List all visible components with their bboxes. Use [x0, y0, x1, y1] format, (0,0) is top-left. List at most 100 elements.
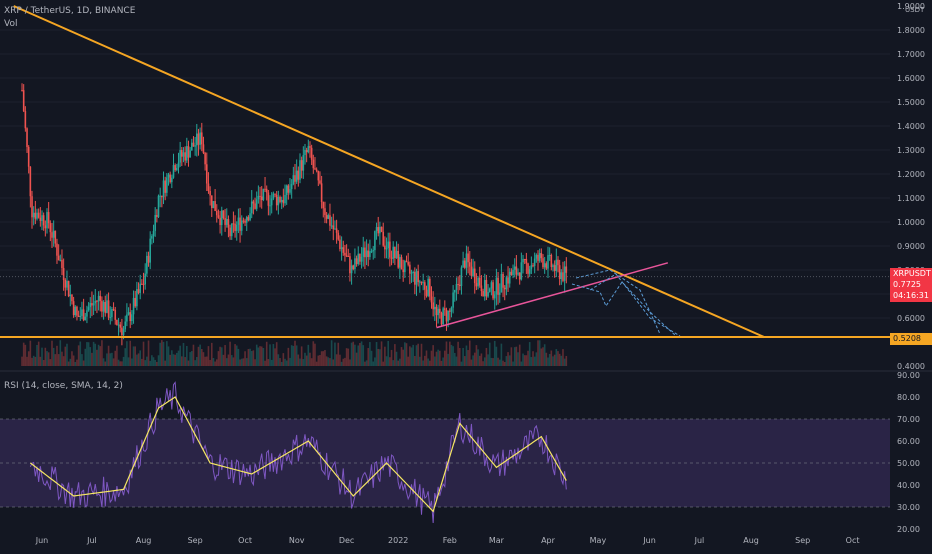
volume-bar — [339, 354, 341, 366]
volume-bar — [483, 357, 486, 366]
candle-body — [520, 262, 523, 280]
candle-body — [66, 281, 68, 288]
candle-body — [440, 312, 443, 325]
volume-bar — [132, 346, 135, 366]
candle-body — [94, 300, 97, 304]
candle-body — [557, 259, 559, 266]
candle-body — [279, 196, 281, 202]
price-tick-label: 1.8000 — [897, 26, 925, 35]
volume-bar — [151, 355, 153, 366]
candle-body — [382, 231, 385, 246]
volume-bar — [97, 344, 100, 366]
candle-body — [237, 217, 240, 225]
volume-bar — [230, 355, 233, 366]
rsi-indicator-label[interactable]: RSI (14, close, SMA, 14, 2) — [4, 381, 123, 391]
candle-body — [31, 196, 33, 218]
volume-bar — [540, 348, 543, 366]
candle-body — [563, 266, 566, 281]
volume-bar — [200, 349, 203, 366]
candle-body — [357, 253, 360, 265]
volume-bar — [275, 342, 278, 366]
candle-body — [249, 213, 251, 221]
volume-bar — [112, 358, 115, 366]
candle-body — [467, 253, 469, 263]
candle-body — [247, 217, 250, 221]
price-tick-label: 1.3000 — [897, 146, 925, 155]
candle-body — [315, 169, 318, 171]
volume-bar — [247, 349, 250, 366]
candle-body — [71, 294, 73, 302]
candle-body — [212, 201, 215, 209]
candle-body — [86, 310, 88, 317]
volume-bar — [310, 358, 313, 366]
candle-body — [197, 133, 200, 145]
volume-bar — [478, 355, 481, 366]
volume-bar — [229, 341, 231, 366]
volume-bar — [340, 361, 343, 366]
candle-body — [372, 250, 375, 252]
volume-bar — [141, 358, 143, 366]
candle-body — [274, 193, 276, 195]
candle-body — [265, 188, 268, 193]
candle-body — [500, 274, 503, 293]
candle-body — [227, 219, 230, 228]
volume-bar — [470, 359, 473, 366]
candle-body — [191, 142, 193, 151]
volume-bar — [44, 347, 47, 366]
volume-bar — [270, 359, 273, 366]
candle-body — [550, 255, 553, 268]
volume-bar — [317, 355, 320, 366]
volume-bar — [82, 360, 85, 366]
candle-body — [450, 307, 453, 312]
volume-bar — [172, 354, 175, 366]
time-axis-label: Jun — [35, 536, 49, 545]
volume-bar — [314, 343, 316, 366]
candle-body — [99, 295, 102, 301]
volume-bar — [535, 352, 538, 366]
candle-body — [245, 217, 248, 223]
candle-body — [304, 150, 306, 156]
candle-body — [151, 236, 153, 239]
candle-body — [307, 146, 310, 153]
candle-body — [176, 167, 178, 171]
volume-bar — [106, 353, 108, 366]
time-axis-label: Oct — [238, 536, 252, 545]
volume-bar — [374, 357, 376, 366]
candle-body — [359, 253, 361, 262]
volume-bar — [472, 355, 474, 366]
volume-bar — [520, 361, 523, 366]
volume-bar — [447, 353, 449, 366]
volume-bar — [427, 358, 429, 366]
volume-bar — [124, 348, 127, 366]
volume-bar — [189, 352, 191, 366]
candle-body — [360, 256, 363, 262]
candle-body — [192, 142, 195, 147]
candle-body — [337, 232, 340, 240]
candle-body — [127, 312, 130, 315]
candle-body — [202, 144, 205, 153]
candle-body — [364, 247, 366, 258]
volume-bar — [174, 354, 176, 366]
candle-body — [92, 303, 95, 306]
candle-body — [277, 196, 280, 206]
candle-body — [434, 306, 436, 310]
candle-body — [533, 258, 536, 266]
volume-bar — [542, 347, 544, 366]
volume-bar — [553, 354, 556, 366]
candle-body — [555, 259, 558, 271]
volume-bar — [563, 358, 566, 366]
volume-bar — [513, 347, 516, 366]
volume-bar — [480, 353, 483, 366]
candle-body — [560, 272, 563, 280]
time-axis-label: Oct — [846, 536, 860, 545]
volume-bar — [528, 342, 531, 366]
volume-bar — [390, 349, 393, 366]
volume-bar — [357, 345, 360, 366]
candle-body — [64, 280, 67, 288]
candle-body — [154, 215, 156, 231]
volume-bar — [297, 354, 300, 366]
candle-body — [34, 212, 37, 219]
candle-body — [327, 215, 330, 219]
